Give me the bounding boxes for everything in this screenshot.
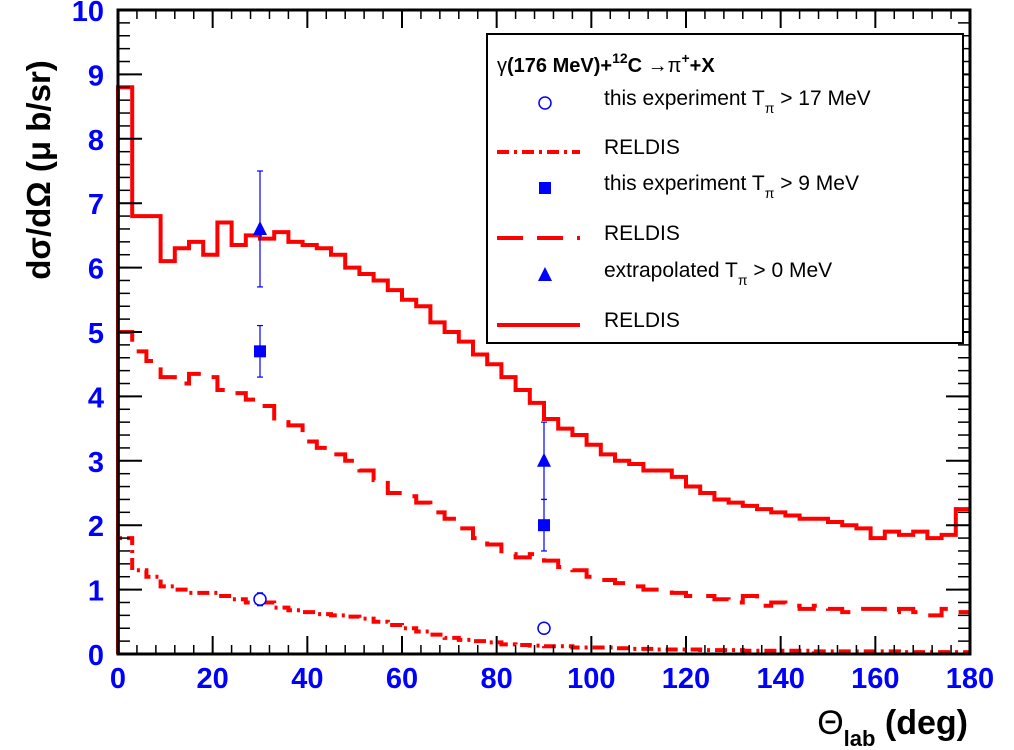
legend-marker-circle (538, 96, 552, 110)
data-point-circle (537, 621, 551, 635)
axis-titles: Θlab (deg) dσ/dΩ (μ b/sr) (20, 60, 968, 750)
x-tick-label: 40 (291, 663, 323, 695)
legend-label: this experiment Tπ > 9 MeV (604, 172, 859, 201)
data-point-triangle (537, 452, 551, 467)
x-tick-label: 120 (662, 663, 710, 695)
y-tick-label: 4 (88, 382, 104, 414)
series-dash-dot (116, 536, 970, 655)
legend-label: RELDIS (604, 309, 680, 332)
y-tick-label: 5 (88, 318, 104, 350)
y-tick-label: 10 (72, 0, 104, 28)
y-tick-label: 2 (88, 511, 104, 543)
legend-box (486, 33, 964, 344)
legend: γ(176 MeV)+12C →π++X this experiment Tπ >… (486, 33, 964, 344)
x-tick-label: 0 (110, 663, 126, 695)
y-tick-label: 1 (88, 576, 104, 608)
y-tick-label: 9 (88, 60, 104, 92)
data-point-square (254, 345, 266, 358)
y-tick-label: 3 (88, 447, 104, 479)
y-tick-label: 6 (88, 254, 104, 286)
data-point-circle (253, 592, 267, 607)
legend-label: this experiment Tπ > 17 MeV (604, 87, 871, 116)
x-tick-label: 80 (481, 663, 513, 695)
data-point-triangle (253, 220, 267, 235)
legend-label: RELDIS (604, 222, 680, 245)
legend-label: extrapolated Tπ > 0 MeV (604, 259, 832, 288)
legend-marker-square (539, 182, 551, 194)
data-point-square (538, 519, 550, 532)
y-tick-label: 8 (88, 125, 104, 157)
x-tick-label: 180 (946, 663, 994, 695)
legend-marker-triangle (538, 267, 552, 281)
y-tick-label: 0 (88, 640, 104, 672)
y-tick-label: 7 (88, 189, 104, 221)
x-tick-label: 140 (756, 663, 804, 695)
legend-title: γ(176 MeV)+12C →π++X (497, 50, 715, 77)
x-tick-label: 160 (851, 663, 899, 695)
y-axis-title: dσ/dΩ (μ b/sr) (20, 60, 57, 280)
x-axis-title: Θlab (deg) (817, 704, 968, 750)
x-tick-label: 20 (197, 663, 229, 695)
x-tick-label: 100 (567, 663, 615, 695)
series-long-dash (116, 330, 970, 654)
legend-label: RELDIS (604, 136, 680, 159)
x-tick-label: 60 (386, 663, 418, 695)
points-layer (253, 170, 551, 635)
